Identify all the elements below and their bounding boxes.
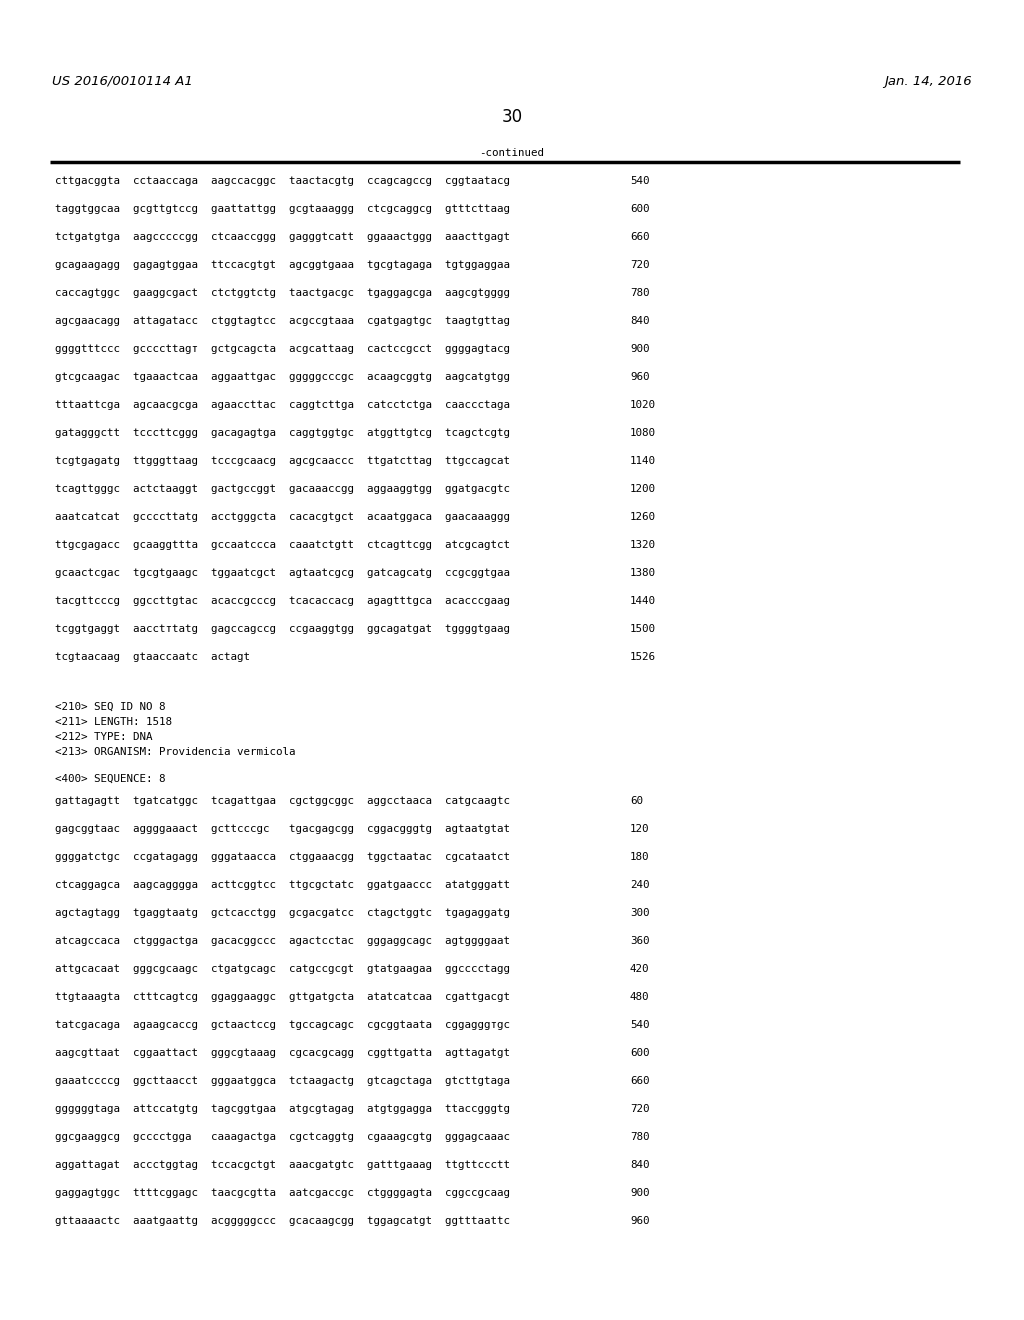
Text: ttgcgagacc  gcaaggttta  gccaatccca  caaatctgtt  ctcagttcgg  atcgcagtct: ttgcgagacc gcaaggttta gccaatccca caaatct… (55, 540, 510, 550)
Text: 360: 360 (630, 936, 649, 946)
Text: 1020: 1020 (630, 400, 656, 411)
Text: ggggatctgc  ccgatagagg  gggataacca  ctggaaacgg  tggctaatac  cgcataatct: ggggatctgc ccgatagagg gggataacca ctggaaa… (55, 851, 510, 862)
Text: aagcgttaat  cggaattact  gggcgtaaag  cgcacgcagg  cggttgatta  agttagatgt: aagcgttaat cggaattact gggcgtaaag cgcacgc… (55, 1048, 510, 1059)
Text: 240: 240 (630, 880, 649, 890)
Text: 900: 900 (630, 345, 649, 354)
Text: tatcgacaga  agaagcaccg  gctaactccg  tgccagcagc  cgcggtaata  cggagggтgc: tatcgacaga agaagcaccg gctaactccg tgccagc… (55, 1020, 510, 1030)
Text: attgcacaat  gggcgcaagc  ctgatgcagc  catgccgcgt  gtatgaagaa  ggcccctagg: attgcacaat gggcgcaagc ctgatgcagc catgccg… (55, 964, 510, 974)
Text: tacgttcccg  ggccttgtac  acaccgcccg  tcacaccacg  agagtttgca  acacccgaag: tacgttcccg ggccttgtac acaccgcccg tcacacc… (55, 597, 510, 606)
Text: agcgaacagg  attagatacc  ctggtagtcc  acgccgtaaa  cgatgagtgc  taagtgttag: agcgaacagg attagatacc ctggtagtcc acgccgt… (55, 315, 510, 326)
Text: 180: 180 (630, 851, 649, 862)
Text: caccagtggc  gaaggcgact  ctctggtctg  taactgacgc  tgaggagcga  aagcgtgggg: caccagtggc gaaggcgact ctctggtctg taactga… (55, 288, 510, 298)
Text: 600: 600 (630, 205, 649, 214)
Text: atcagccaca  ctgggactga  gacacggccc  agactcctac  gggaggcagc  agtggggaat: atcagccaca ctgggactga gacacggccc agactcc… (55, 936, 510, 946)
Text: tcgtgagatg  ttgggttaag  tcccgcaacg  agcgcaaccc  ttgatcttag  ttgccagcat: tcgtgagatg ttgggttaag tcccgcaacg agcgcaa… (55, 455, 510, 466)
Text: 660: 660 (630, 1076, 649, 1086)
Text: ttgtaaagta  ctttcagtcg  ggaggaaggc  gttgatgcta  atatcatcaa  cgattgacgt: ttgtaaagta ctttcagtcg ggaggaaggc gttgatg… (55, 993, 510, 1002)
Text: 660: 660 (630, 232, 649, 242)
Text: gaggagtggc  ttttcggagc  taacgcgtta  aatcgaccgc  ctggggagta  cggccgcaag: gaggagtggc ttttcggagc taacgcgtta aatcgac… (55, 1188, 510, 1199)
Text: gcaactcgac  tgcgtgaagc  tggaatcgct  agtaatcgcg  gatcagcatg  ccgcggtgaa: gcaactcgac tgcgtgaagc tggaatcgct agtaatc… (55, 568, 510, 578)
Text: 120: 120 (630, 824, 649, 834)
Text: <400> SEQUENCE: 8: <400> SEQUENCE: 8 (55, 774, 166, 784)
Text: <212> TYPE: DNA: <212> TYPE: DNA (55, 733, 153, 742)
Text: gatagggctt  tcccttcggg  gacagagtga  caggtggtgc  atggttgtcg  tcagctcgtg: gatagggctt tcccttcggg gacagagtga caggtgg… (55, 428, 510, 438)
Text: tttaattcga  agcaacgcga  agaaccttac  caggtcttga  catcctctga  caaccctaga: tttaattcga agcaacgcga agaaccttac caggtct… (55, 400, 510, 411)
Text: -continued: -continued (479, 148, 545, 158)
Text: gcagaagagg  gagagtggaa  ttccacgtgt  agcggtgaaa  tgcgtagaga  tgtggaggaa: gcagaagagg gagagtggaa ttccacgtgt agcggtg… (55, 260, 510, 271)
Text: 420: 420 (630, 964, 649, 974)
Text: cttgacggta  cctaaccaga  aagccacggc  taactacgtg  ccagcagccg  cggtaatacg: cttgacggta cctaaccaga aagccacggc taactac… (55, 176, 510, 186)
Text: 540: 540 (630, 1020, 649, 1030)
Text: aggattagat  accctggtag  tccacgctgt  aaacgatgtc  gatttgaaag  ttgttccctt: aggattagat accctggtag tccacgctgt aaacgat… (55, 1160, 510, 1170)
Text: US 2016/0010114 A1: US 2016/0010114 A1 (52, 75, 193, 88)
Text: 780: 780 (630, 288, 649, 298)
Text: 960: 960 (630, 372, 649, 381)
Text: 1200: 1200 (630, 484, 656, 494)
Text: 1140: 1140 (630, 455, 656, 466)
Text: 1440: 1440 (630, 597, 656, 606)
Text: 30: 30 (502, 108, 522, 125)
Text: ggggggtaga  attccatgtg  tagcggtgaa  atgcgtagag  atgtggagga  ttaccgggtg: ggggggtaga attccatgtg tagcggtgaa atgcgta… (55, 1104, 510, 1114)
Text: ggggtttccc  gccccttagт  gctgcagcta  acgcattaag  cactccgcct  ggggagtacg: ggggtttccc gccccttagт gctgcagcta acgcatt… (55, 345, 510, 354)
Text: ctcaggagca  aagcagggga  acttcggtcc  ttgcgctatc  ggatgaaccc  atatgggatt: ctcaggagca aagcagggga acttcggtcc ttgcgct… (55, 880, 510, 890)
Text: agctagtagg  tgaggtaatg  gctcacctgg  gcgacgatcc  ctagctggtc  tgagaggatg: agctagtagg tgaggtaatg gctcacctgg gcgacga… (55, 908, 510, 917)
Text: gaaatccccg  ggcttaacct  gggaatggca  tctaagactg  gtcagctaga  gtcttgtaga: gaaatccccg ggcttaacct gggaatggca tctaaga… (55, 1076, 510, 1086)
Text: gagcggtaac  aggggaaact  gcttcccgc   tgacgagcgg  cggacgggtg  agtaatgtat: gagcggtaac aggggaaact gcttcccgc tgacgagc… (55, 824, 510, 834)
Text: <210> SEQ ID NO 8: <210> SEQ ID NO 8 (55, 702, 166, 711)
Text: 600: 600 (630, 1048, 649, 1059)
Text: Jan. 14, 2016: Jan. 14, 2016 (885, 75, 972, 88)
Text: gattagagtt  tgatcatggc  tcagattgaa  cgctggcggc  aggcctaaca  catgcaagtc: gattagagtt tgatcatggc tcagattgaa cgctggc… (55, 796, 510, 807)
Text: 900: 900 (630, 1188, 649, 1199)
Text: tctgatgtga  aagcccccgg  ctcaaccggg  gagggtcatt  ggaaactggg  aaacttgagt: tctgatgtga aagcccccgg ctcaaccggg gagggtc… (55, 232, 510, 242)
Text: 1260: 1260 (630, 512, 656, 521)
Text: tcggtgaggt  aacctтtatg  gagccagccg  ccgaaggtgg  ggcagatgat  tggggtgaag: tcggtgaggt aacctтtatg gagccagccg ccgaagg… (55, 624, 510, 634)
Text: 720: 720 (630, 1104, 649, 1114)
Text: <211> LENGTH: 1518: <211> LENGTH: 1518 (55, 717, 172, 727)
Text: tcgtaacaag  gtaaccaatc  actagt: tcgtaacaag gtaaccaatc actagt (55, 652, 250, 663)
Text: 720: 720 (630, 260, 649, 271)
Text: ggcgaaggcg  gcccctgga   caaagactga  cgctcaggtg  cgaaagcgtg  gggagcaaac: ggcgaaggcg gcccctgga caaagactga cgctcagg… (55, 1133, 510, 1142)
Text: 1380: 1380 (630, 568, 656, 578)
Text: 780: 780 (630, 1133, 649, 1142)
Text: 60: 60 (630, 796, 643, 807)
Text: 840: 840 (630, 1160, 649, 1170)
Text: 480: 480 (630, 993, 649, 1002)
Text: 540: 540 (630, 176, 649, 186)
Text: 960: 960 (630, 1216, 649, 1226)
Text: 840: 840 (630, 315, 649, 326)
Text: 1320: 1320 (630, 540, 656, 550)
Text: 1500: 1500 (630, 624, 656, 634)
Text: 1080: 1080 (630, 428, 656, 438)
Text: taggtggcaa  gcgttgtccg  gaattattgg  gcgtaaaggg  ctcgcaggcg  gtttcttaag: taggtggcaa gcgttgtccg gaattattgg gcgtaaa… (55, 205, 510, 214)
Text: 1526: 1526 (630, 652, 656, 663)
Text: 300: 300 (630, 908, 649, 917)
Text: tcagttgggc  actctaaggt  gactgccggt  gacaaaccgg  aggaaggtgg  ggatgacgtc: tcagttgggc actctaaggt gactgccggt gacaaac… (55, 484, 510, 494)
Text: gttaaaactc  aaatgaattg  acgggggccc  gcacaagcgg  tggagcatgt  ggtttaattc: gttaaaactc aaatgaattg acgggggccc gcacaag… (55, 1216, 510, 1226)
Text: <213> ORGANISM: Providencia vermicola: <213> ORGANISM: Providencia vermicola (55, 747, 296, 756)
Text: aaatcatcat  gccccttatg  acctgggcta  cacacgtgct  acaatggaca  gaacaaaggg: aaatcatcat gccccttatg acctgggcta cacacgt… (55, 512, 510, 521)
Text: gtcgcaagac  tgaaactcaa  aggaattgac  gggggcccgc  acaagcggtg  aagcatgtgg: gtcgcaagac tgaaactcaa aggaattgac gggggcc… (55, 372, 510, 381)
